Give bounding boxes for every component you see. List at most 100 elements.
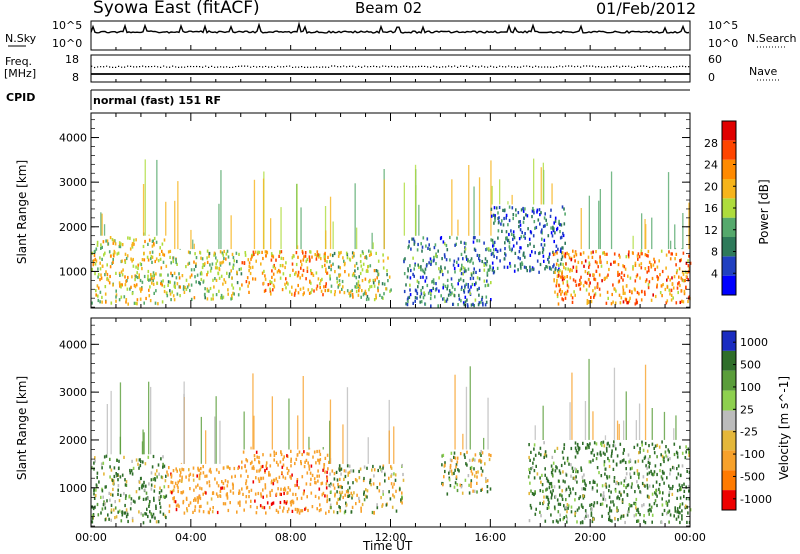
data-cell-velocity xyxy=(91,514,94,518)
data-cell-velocity xyxy=(152,515,155,519)
data-cell-power xyxy=(353,251,355,256)
data-cell-power xyxy=(627,301,629,305)
data-cell-velocity xyxy=(591,507,593,511)
data-cell-power xyxy=(541,250,544,254)
data-cell-velocity xyxy=(584,487,587,491)
data-cell-power xyxy=(263,289,266,293)
data-cell-velocity xyxy=(341,485,343,490)
data-cell-power xyxy=(448,289,451,293)
data-cell-power xyxy=(311,255,313,259)
data-cell-velocity xyxy=(671,486,673,491)
data-cell-velocity xyxy=(313,477,316,481)
data-cell-velocity xyxy=(614,489,617,493)
data-cell-power xyxy=(634,263,637,267)
data-cell-velocity xyxy=(651,442,654,446)
data-streak-velocity xyxy=(454,374,456,450)
data-cell-velocity xyxy=(319,452,322,456)
data-cell-power xyxy=(446,287,448,291)
data-cell-power xyxy=(176,292,179,296)
data-cell-velocity xyxy=(582,494,585,498)
data-cell-power xyxy=(186,285,189,289)
data-cell-power xyxy=(512,234,515,238)
data-streak-velocity xyxy=(675,415,677,440)
data-cell-power xyxy=(562,298,565,302)
data-cell-velocity xyxy=(336,478,339,482)
data-cell-power xyxy=(405,283,407,287)
data-cell-power xyxy=(261,271,264,275)
data-cell-velocity xyxy=(467,474,470,478)
data-cell-power xyxy=(385,287,387,291)
data-cell-power xyxy=(363,291,366,295)
data-streak-velocity xyxy=(219,420,221,464)
data-cell-velocity xyxy=(651,492,654,496)
data-cell-velocity xyxy=(273,450,275,454)
data-cell-velocity xyxy=(562,470,564,474)
data-cell-velocity xyxy=(616,496,618,500)
data-cell-power xyxy=(137,266,139,270)
data-cell-velocity xyxy=(139,464,142,468)
data-cell-power xyxy=(260,262,262,266)
data-cell-velocity xyxy=(574,498,576,502)
data-cell-power xyxy=(109,274,111,279)
data-cell-power xyxy=(301,273,304,277)
x-tick-label: 16:00 xyxy=(474,531,506,544)
data-cell-power xyxy=(382,296,384,300)
data-cell-velocity xyxy=(631,466,633,470)
data-cell-velocity xyxy=(648,508,651,512)
data-cell-velocity xyxy=(358,476,361,480)
data-cell-velocity xyxy=(362,478,365,483)
data-cell-power xyxy=(572,278,575,282)
data-cell-power xyxy=(685,286,687,290)
data-cell-velocity xyxy=(246,459,249,463)
data-cell-velocity xyxy=(388,476,390,480)
data-streak-power xyxy=(329,196,332,250)
data-cell-power xyxy=(442,273,444,277)
data-cell-velocity xyxy=(676,467,678,471)
data-cell-velocity xyxy=(572,469,574,473)
data-cell-velocity xyxy=(681,464,684,468)
power-colorbar-segment xyxy=(722,198,736,218)
data-cell-power xyxy=(357,280,360,284)
data-cell-velocity xyxy=(276,480,279,484)
data-streak-power xyxy=(142,184,145,236)
data-cell-power xyxy=(117,251,120,255)
data-streak-velocity xyxy=(271,396,273,450)
data-cell-velocity xyxy=(264,483,267,487)
data-cell-velocity xyxy=(352,481,354,485)
data-cell-power xyxy=(556,251,558,255)
data-cell-power xyxy=(645,278,648,282)
data-cell-power xyxy=(145,296,147,301)
data-cell-velocity xyxy=(679,473,682,478)
data-cell-power xyxy=(215,262,217,266)
data-cell-velocity xyxy=(320,508,322,512)
data-cell-velocity xyxy=(627,483,630,487)
data-cell-velocity xyxy=(617,495,619,499)
data-cell-power xyxy=(108,281,111,285)
data-cell-power xyxy=(212,293,214,297)
data-cell-velocity xyxy=(688,489,690,493)
data-cell-power xyxy=(231,296,233,300)
data-cell-velocity xyxy=(480,453,482,457)
data-cell-power xyxy=(632,265,634,269)
data-cell-velocity xyxy=(318,474,320,478)
data-cell-power xyxy=(464,286,466,290)
data-cell-velocity xyxy=(613,503,615,507)
data-cell-velocity xyxy=(548,500,550,505)
data-streak-power xyxy=(324,206,327,250)
data-cell-power xyxy=(111,238,114,242)
data-cell-power xyxy=(431,280,433,284)
data-cell-velocity xyxy=(621,459,624,463)
data-cell-power xyxy=(241,261,244,265)
data-cell-power xyxy=(459,268,462,272)
data-cell-velocity xyxy=(125,494,127,498)
data-cell-velocity xyxy=(591,486,594,490)
data-cell-velocity xyxy=(676,496,678,500)
data-cell-velocity xyxy=(608,484,611,488)
data-cell-velocity xyxy=(98,480,100,484)
data-cell-velocity xyxy=(444,463,446,467)
data-cell-power xyxy=(595,250,597,254)
data-cell-velocity xyxy=(539,476,541,480)
data-cell-velocity xyxy=(134,500,136,504)
data-cell-power xyxy=(310,269,312,273)
data-cell-velocity xyxy=(533,457,535,461)
